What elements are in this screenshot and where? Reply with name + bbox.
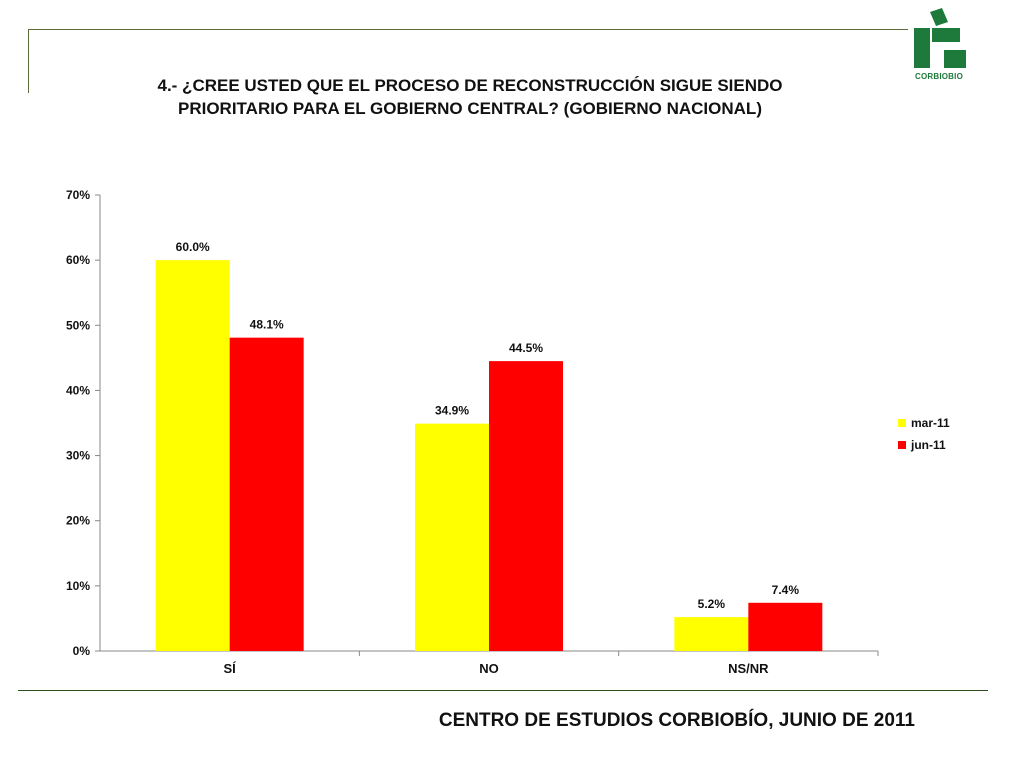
bar-jun-11 (748, 602, 823, 651)
footer-text: CENTRO DE ESTUDIOS CORBIOBÍO, JUNIO DE 2… (438, 710, 915, 731)
frame-left-line (28, 29, 29, 93)
legend-item-jun-11: jun-11 (898, 434, 950, 456)
data-label: 60.0% (176, 240, 210, 254)
y-tick-label: 70% (66, 188, 90, 202)
x-tick-label: SÍ (224, 661, 237, 676)
x-tick-label: NS/NR (728, 661, 769, 676)
bar-mar-11 (674, 617, 749, 651)
y-tick-label: 60% (66, 253, 90, 267)
y-tick-label: 10% (66, 579, 90, 593)
frame-top-line (28, 29, 908, 30)
data-label: 7.4% (772, 583, 800, 597)
bar-chart: 0% 10% 20% 30% 40% 50% 60% 70% SÍ 60.0% 48.1% NO 34.… (66, 188, 879, 676)
chart-title-line-1: 4.- ¿CREE USTED QUE EL PROCESO DE RECONS… (157, 76, 783, 95)
footer-divider (18, 690, 988, 691)
y-tick-label: 30% (66, 449, 90, 463)
bar-jun-11 (229, 337, 304, 651)
chart-title: 4.- ¿CREE USTED QUE EL PROCESO DE RECONS… (60, 74, 880, 120)
data-label: 48.1% (250, 318, 284, 332)
legend-label-jun-11: jun-11 (911, 438, 946, 452)
corbiobio-logo-icon (914, 8, 966, 68)
y-tick-label: 0% (73, 644, 91, 658)
corbiobio-logo: CORBIOBIO (908, 8, 970, 88)
chart-title-line-2: PRIORITARIO PARA EL GOBIERNO CENTRAL? (G… (178, 99, 762, 118)
logo-text: CORBIOBIO (914, 72, 964, 81)
y-tick-label: 20% (66, 514, 90, 528)
y-tick-label: 50% (66, 318, 90, 332)
data-label: 5.2% (698, 597, 726, 611)
y-tick-label: 40% (66, 383, 90, 397)
legend-swatch-mar-11 (898, 419, 906, 427)
x-tick-label: NO (479, 661, 499, 676)
bar-jun-11 (489, 361, 563, 651)
bar-mar-11 (415, 423, 489, 651)
legend-swatch-jun-11 (898, 441, 906, 449)
bar-mar-11 (155, 260, 230, 651)
data-label: 44.5% (509, 341, 543, 355)
chart-legend: mar-11 jun-11 (898, 412, 950, 456)
data-label: 34.9% (435, 404, 469, 418)
legend-item-mar-11: mar-11 (898, 412, 950, 434)
legend-label-mar-11: mar-11 (911, 416, 950, 430)
